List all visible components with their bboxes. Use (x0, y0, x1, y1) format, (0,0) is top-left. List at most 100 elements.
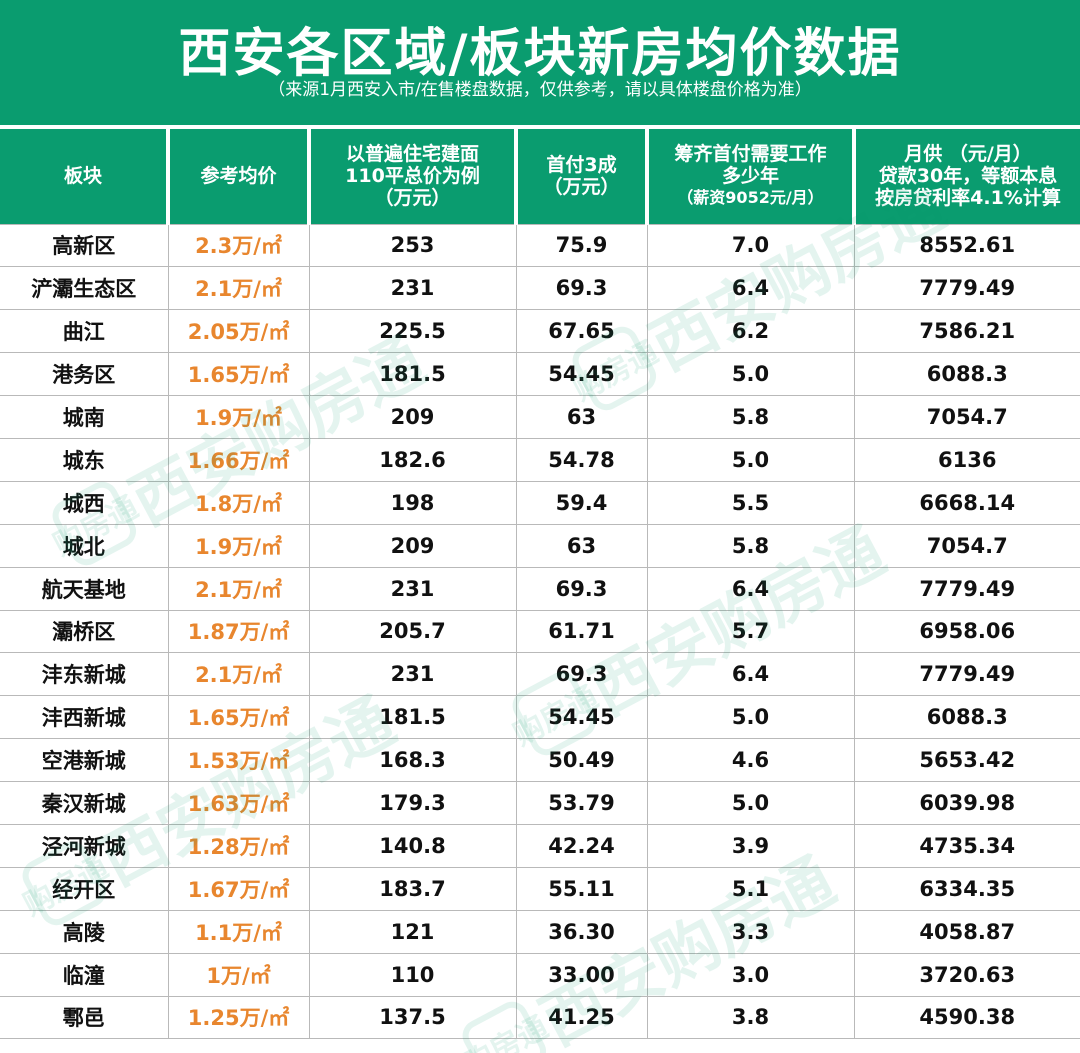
cell-monthly-payment: 6136 (853, 437, 1080, 482)
cell-down-payment: 61.71 (515, 609, 648, 654)
cell-district: 浐灞生态区 (0, 266, 169, 311)
cell-total-price: 209 (308, 523, 517, 568)
col-header-line: 按房贷利率4.1%计算 (875, 187, 1061, 210)
cell-total-price: 183.7 (308, 866, 517, 911)
col-header-line: （万元） (543, 176, 620, 199)
col-header-line: 月供 （元/月） (904, 143, 1032, 166)
cell-district: 秦汉新城 (0, 781, 169, 825)
cell-years: 6.2 (646, 309, 855, 354)
cell-down-payment: 69.3 (515, 652, 648, 697)
cell-district: 航天基地 (0, 566, 169, 611)
col-header-monthly-payment: 月供 （元/月） 贷款30年，等额本息 按房贷利率4.1%计算 (852, 129, 1080, 224)
table-row: 泾河新城 1.28万/㎡ 140.8 42.24 3.9 4735.34 (0, 823, 1080, 868)
cell-years: 6.4 (646, 652, 855, 697)
cell-down-payment: 33.00 (515, 952, 648, 997)
cell-district: 港务区 (0, 352, 169, 397)
col-header-line: 贷款30年，等额本息 (878, 165, 1058, 188)
cell-years: 5.0 (646, 781, 855, 825)
table-row: 高陵 1.1万/㎡ 121 36.30 3.3 4058.87 (0, 909, 1080, 954)
cell-down-payment: 42.24 (515, 823, 648, 868)
cell-years: 5.0 (646, 437, 855, 482)
cell-district: 灞桥区 (0, 609, 169, 654)
table-body: 高新区 2.3万/㎡ 253 75.9 7.0 8552.61 浐灞生态区 2.1万/㎡ 231… (0, 223, 1080, 1040)
table-row: 空港新城 1.53万/㎡ 168.3 50.49 4.6 5653.42 (0, 738, 1080, 783)
cell-down-payment: 36.30 (515, 909, 648, 954)
cell-years: 5.0 (646, 352, 855, 397)
cell-total-price: 253 (308, 223, 517, 268)
col-header-line: 首付3成 (546, 154, 617, 177)
cell-down-payment: 55.11 (515, 866, 648, 911)
table-row: 鄠邑 1.25万/㎡ 137.5 41.25 3.8 4590.38 (0, 995, 1080, 1040)
cell-total-price: 205.7 (308, 609, 517, 654)
table-row: 灞桥区 1.87万/㎡ 205.7 61.71 5.7 6958.06 (0, 609, 1080, 654)
cell-years: 5.8 (646, 395, 855, 439)
table-row: 城北 1.9万/㎡ 209 63 5.8 7054.7 (0, 523, 1080, 568)
cell-district: 高陵 (0, 909, 169, 954)
col-header-line: 筹齐首付需要工作 (674, 143, 827, 166)
table-row: 城东 1.66万/㎡ 182.6 54.78 5.0 6136 (0, 437, 1080, 482)
cell-monthly-payment: 4058.87 (853, 909, 1080, 954)
table-row: 曲江 2.05万/㎡ 225.5 67.65 6.2 7586.21 (0, 309, 1080, 354)
cell-monthly-payment: 7779.49 (853, 266, 1080, 311)
cell-years: 3.9 (646, 823, 855, 868)
cell-total-price: 179.3 (308, 781, 517, 825)
cell-avg-price: 2.1万/㎡ (167, 652, 310, 697)
cell-district: 沣东新城 (0, 652, 169, 697)
cell-down-payment: 63 (515, 523, 648, 568)
cell-years: 5.0 (646, 695, 855, 740)
table-header-row: 板块 参考均价 以普遍住宅建面 110平总价为例 （万元） 首付3成 （万元） … (0, 129, 1080, 224)
cell-avg-price: 1.9万/㎡ (167, 523, 310, 568)
cell-monthly-payment: 7779.49 (853, 566, 1080, 611)
cell-monthly-payment: 3720.63 (853, 952, 1080, 997)
cell-district: 经开区 (0, 866, 169, 911)
cell-down-payment: 53.79 (515, 781, 648, 825)
cell-down-payment: 54.45 (515, 695, 648, 740)
table-row: 城南 1.9万/㎡ 209 63 5.8 7054.7 (0, 395, 1080, 439)
cell-avg-price: 1.87万/㎡ (167, 609, 310, 654)
cell-years: 3.0 (646, 952, 855, 997)
cell-down-payment: 67.65 (515, 309, 648, 354)
cell-monthly-payment: 8552.61 (853, 223, 1080, 268)
cell-district: 泾河新城 (0, 823, 169, 868)
cell-avg-price: 1.8万/㎡ (167, 480, 310, 525)
cell-down-payment: 75.9 (515, 223, 648, 268)
cell-years: 3.8 (646, 995, 855, 1040)
cell-years: 3.3 (646, 909, 855, 954)
cell-down-payment: 59.4 (515, 480, 648, 525)
cell-avg-price: 1.65万/㎡ (167, 695, 310, 740)
table-row: 秦汉新城 1.63万/㎡ 179.3 53.79 5.0 6039.98 (0, 781, 1080, 825)
cell-avg-price: 1万/㎡ (167, 952, 310, 997)
col-header-line: （万元） (374, 187, 451, 210)
cell-district: 城西 (0, 480, 169, 525)
cell-total-price: 137.5 (308, 995, 517, 1040)
cell-district: 沣西新城 (0, 695, 169, 740)
cell-down-payment: 41.25 (515, 995, 648, 1040)
price-table: 板块 参考均价 以普遍住宅建面 110平总价为例 （万元） 首付3成 （万元） … (0, 129, 1080, 1040)
cell-district: 城东 (0, 437, 169, 482)
cell-total-price: 168.3 (308, 738, 517, 783)
cell-total-price: 121 (308, 909, 517, 954)
cell-total-price: 110 (308, 952, 517, 997)
cell-avg-price: 1.25万/㎡ (167, 995, 310, 1040)
cell-down-payment: 63 (515, 395, 648, 439)
col-header-total-price: 以普遍住宅建面 110平总价为例 （万元） (307, 129, 516, 224)
cell-district: 城南 (0, 395, 169, 439)
cell-total-price: 181.5 (308, 695, 517, 740)
cell-monthly-payment: 7586.21 (853, 309, 1080, 354)
cell-avg-price: 1.65万/㎡ (167, 352, 310, 397)
cell-years: 4.6 (646, 738, 855, 783)
table-row: 临潼 1万/㎡ 110 33.00 3.0 3720.63 (0, 952, 1080, 997)
table-row: 航天基地 2.1万/㎡ 231 69.3 6.4 7779.49 (0, 566, 1080, 611)
col-header-line: 参考均价 (200, 165, 277, 188)
col-header-down-payment: 首付3成 （万元） (514, 129, 647, 224)
cell-district: 空港新城 (0, 738, 169, 783)
table-row: 沣东新城 2.1万/㎡ 231 69.3 6.4 7779.49 (0, 652, 1080, 697)
cell-total-price: 231 (308, 566, 517, 611)
col-header-line: 板块 (63, 165, 102, 188)
cell-years: 6.4 (646, 266, 855, 311)
cell-monthly-payment: 6958.06 (853, 609, 1080, 654)
cell-district: 曲江 (0, 309, 169, 354)
cell-avg-price: 1.63万/㎡ (167, 781, 310, 825)
cell-avg-price: 2.1万/㎡ (167, 266, 310, 311)
col-header-years-to-save: 筹齐首付需要工作 多少年 （薪资9052元/月） (645, 129, 854, 224)
